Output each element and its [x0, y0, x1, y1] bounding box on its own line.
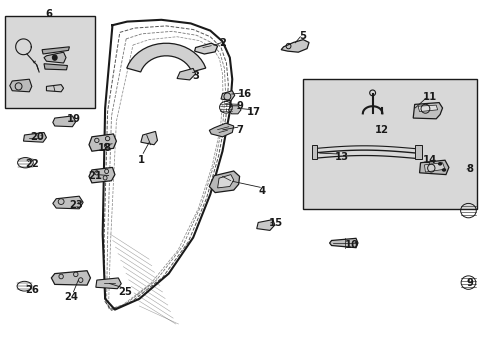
Polygon shape — [417, 105, 437, 112]
Polygon shape — [46, 85, 63, 92]
Text: 10: 10 — [345, 240, 358, 250]
Ellipse shape — [441, 168, 445, 172]
Polygon shape — [44, 64, 67, 70]
Text: 17: 17 — [247, 107, 261, 117]
Text: 20: 20 — [30, 132, 43, 142]
Polygon shape — [194, 43, 217, 54]
Text: 7: 7 — [236, 125, 243, 135]
Text: 16: 16 — [237, 89, 251, 99]
Polygon shape — [217, 175, 233, 188]
Polygon shape — [281, 40, 308, 52]
Polygon shape — [412, 103, 442, 119]
Polygon shape — [141, 131, 157, 145]
Polygon shape — [424, 163, 444, 172]
Text: 21: 21 — [88, 171, 102, 181]
Text: 25: 25 — [118, 287, 131, 297]
Text: 6: 6 — [45, 9, 52, 19]
Polygon shape — [126, 43, 205, 72]
Text: 15: 15 — [269, 218, 283, 228]
Text: 8: 8 — [465, 164, 472, 174]
Bar — [5, 16, 95, 108]
Text: 22: 22 — [25, 159, 39, 169]
Polygon shape — [53, 196, 83, 209]
Text: 9: 9 — [236, 101, 243, 111]
Polygon shape — [23, 132, 46, 142]
Text: 14: 14 — [422, 155, 437, 165]
Text: 23: 23 — [69, 200, 82, 210]
Polygon shape — [42, 47, 69, 54]
Polygon shape — [329, 238, 357, 248]
Polygon shape — [89, 134, 116, 151]
Polygon shape — [89, 167, 115, 183]
Polygon shape — [414, 145, 421, 159]
Polygon shape — [419, 160, 448, 175]
Text: 13: 13 — [335, 152, 348, 162]
Polygon shape — [209, 123, 233, 137]
Polygon shape — [228, 106, 241, 114]
Text: 4: 4 — [258, 186, 264, 196]
Text: 11: 11 — [422, 92, 437, 102]
Text: 3: 3 — [192, 71, 199, 81]
Polygon shape — [311, 145, 316, 159]
Polygon shape — [96, 278, 121, 289]
Polygon shape — [177, 68, 195, 80]
Text: 2: 2 — [219, 38, 225, 48]
Text: 1: 1 — [138, 155, 145, 165]
Text: 19: 19 — [66, 114, 80, 124]
Polygon shape — [10, 79, 32, 92]
Text: 26: 26 — [25, 285, 39, 295]
Bar — [303, 79, 476, 209]
Text: 12: 12 — [374, 125, 387, 135]
Polygon shape — [209, 171, 239, 193]
Polygon shape — [44, 52, 66, 63]
Text: 18: 18 — [98, 143, 112, 153]
Text: 5: 5 — [299, 31, 306, 41]
Ellipse shape — [52, 54, 58, 61]
Polygon shape — [221, 91, 234, 101]
Polygon shape — [53, 116, 76, 127]
Text: 9: 9 — [465, 278, 472, 288]
Ellipse shape — [437, 162, 441, 166]
Polygon shape — [51, 271, 90, 285]
Polygon shape — [256, 220, 274, 230]
Text: 24: 24 — [64, 292, 78, 302]
